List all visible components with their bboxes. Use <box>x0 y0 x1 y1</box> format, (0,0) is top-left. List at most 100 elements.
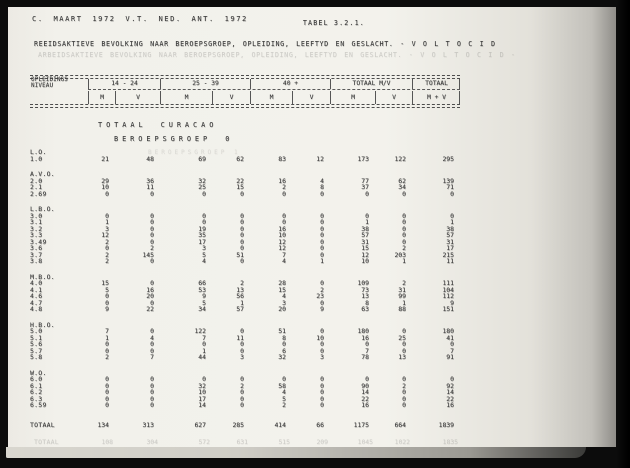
cell-value: 0 <box>450 211 454 220</box>
cell-value: 122 <box>394 154 406 163</box>
row-code-label: 4.6 <box>30 292 43 300</box>
cell-value: 0 <box>202 375 206 383</box>
cell-value: 0 <box>320 218 324 226</box>
age-group-label: 25 - 39 <box>160 79 250 89</box>
cell-value: 12 <box>101 231 109 239</box>
cell-value: 0 <box>240 224 244 233</box>
cell-value: 12 <box>278 244 286 252</box>
cell-value: 0 <box>240 244 244 252</box>
cell-value: 15 <box>278 285 286 294</box>
cell-value: 2 <box>320 285 324 294</box>
cell-value: 0 <box>320 381 324 390</box>
cell-value: 304 <box>146 438 158 446</box>
cell-value: 0 <box>240 375 244 383</box>
cell-value: 2 <box>282 183 286 191</box>
cell-value: 2 <box>105 353 109 361</box>
cell-value: 25 <box>198 183 206 191</box>
cell-value: 10 <box>198 388 206 396</box>
cell-value: 0 <box>105 401 109 409</box>
cell-value: 53 <box>198 285 206 294</box>
cell-value: 1 <box>402 257 406 265</box>
row-code-label: 6.2 <box>30 388 43 396</box>
cell-value: 104 <box>442 285 454 294</box>
cell-value: 1 <box>450 218 454 226</box>
cell-value: 7 <box>202 333 206 342</box>
cell-value: 77 <box>361 176 369 185</box>
cell-value: 22 <box>236 176 244 185</box>
cell-value: 69 <box>198 154 206 163</box>
row-code-label: 2.1 <box>30 183 43 191</box>
sex-column-label: V <box>212 91 250 104</box>
cell-value: 0 <box>320 189 324 198</box>
cell-value: 0 <box>105 346 109 355</box>
table-row: 3.3 12 0 35 0 10 0 57 0 57 <box>30 232 460 239</box>
cell-value: 2 <box>402 244 406 252</box>
cell-value: 209 <box>316 438 328 446</box>
cell-value: 37 <box>361 183 369 191</box>
cell-value: 6 <box>282 346 286 355</box>
row-code-label: 4.7 <box>30 298 43 307</box>
cell-value: 414 <box>274 421 286 429</box>
row-code-label: 5.0 <box>30 327 43 335</box>
cell-value: 10 <box>278 231 286 239</box>
cell-value: 78 <box>361 353 369 361</box>
row-code-label: 5.6 <box>30 340 43 348</box>
table-row: 5.7 0 0 1 0 6 0 7 0 7 <box>30 346 460 355</box>
cell-value: 2 <box>240 279 244 287</box>
row-code-label: 4.0 <box>30 279 43 287</box>
cell-value: 0 <box>150 231 154 239</box>
sex-column-label: V <box>375 91 412 104</box>
cell-value: 19 <box>198 224 206 233</box>
sex-column-label: M <box>88 91 115 104</box>
cell-value: 14 <box>198 401 206 409</box>
cell-value: 10 <box>316 333 324 342</box>
cell-value: 36 <box>146 176 154 185</box>
cell-value: 0 <box>105 244 109 252</box>
group-label: L.O. <box>30 148 47 156</box>
cell-value: 15 <box>101 279 109 287</box>
cell-value: 32 <box>278 353 286 361</box>
cell-value: 0 <box>282 375 286 383</box>
cell-value: 1 <box>105 218 109 226</box>
cell-value: 173 <box>357 154 369 163</box>
cell-value: 58 <box>278 381 286 390</box>
cell-value: 5 <box>282 394 286 403</box>
table-row: 3.8 2 0 4 0 4 1 10 1 11 <box>30 258 460 265</box>
cell-value: 0 <box>150 298 154 307</box>
cell-value: 0 <box>105 394 109 403</box>
cell-value: 32 <box>198 176 206 185</box>
cell-value: 83 <box>278 154 286 163</box>
table-row: 4.7 0 0 5 1 3 0 8 1 9 <box>30 298 460 307</box>
cell-value: 29 <box>101 176 109 185</box>
cell-value: 13 <box>398 353 406 361</box>
cell-value: 20 <box>146 292 154 300</box>
row-code-label: 2.69 <box>30 189 47 198</box>
group-label: L.B.O. <box>30 205 55 213</box>
cell-value: 73 <box>361 285 369 294</box>
cell-value: 0 <box>402 394 406 403</box>
row-code-label: 3.49 <box>30 237 47 246</box>
cell-value: 0 <box>240 394 244 403</box>
cell-value: 7 <box>150 353 154 361</box>
section-title-region: TOTAAL CURACAO <box>98 121 218 129</box>
table-row: 5.0 7 0 122 0 51 0 180 0 180 <box>30 328 460 335</box>
cell-value: 0 <box>202 340 206 348</box>
cell-value: 7 <box>105 327 109 335</box>
table-row: 3.49 2 0 17 0 12 0 31 0 31 <box>30 237 460 246</box>
cell-value: 91 <box>446 353 454 361</box>
cell-value: 139 <box>442 176 454 185</box>
cell-value: 38 <box>446 224 454 233</box>
sex-column-label: M <box>330 91 375 104</box>
cell-value: 0 <box>150 394 154 403</box>
cell-value: 62 <box>398 176 406 185</box>
cell-value: 1175 <box>353 421 369 429</box>
cell-value: 5 <box>105 285 109 294</box>
total-label: TOTAAL <box>30 421 55 429</box>
cell-value: 22 <box>361 394 369 403</box>
cell-value: 1022 <box>394 438 410 446</box>
table-row: W.O. <box>30 369 460 377</box>
cell-value: 31 <box>361 237 369 246</box>
sex-column-label: V <box>115 91 160 104</box>
